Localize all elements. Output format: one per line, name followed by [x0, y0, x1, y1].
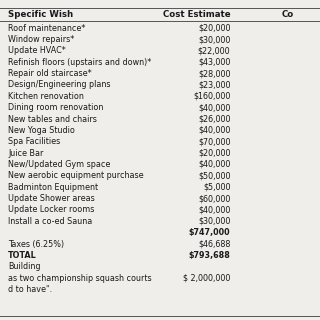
Text: New Yoga Studio: New Yoga Studio	[8, 126, 75, 135]
Text: Badminton Equipment: Badminton Equipment	[8, 183, 98, 192]
Text: Building: Building	[8, 262, 41, 271]
Text: d to have".: d to have".	[8, 285, 52, 294]
Text: Co: Co	[282, 10, 294, 19]
Text: Juice Bar: Juice Bar	[8, 148, 44, 158]
Text: $43,000: $43,000	[198, 58, 230, 67]
Text: $60,000: $60,000	[198, 194, 230, 203]
Text: Spa Facilities: Spa Facilities	[8, 137, 60, 146]
Text: $30,000: $30,000	[198, 217, 230, 226]
Text: $ 2,000,000: $ 2,000,000	[183, 274, 230, 283]
Text: Repair old staircase*: Repair old staircase*	[8, 69, 92, 78]
Text: Design/Engineering plans: Design/Engineering plans	[8, 80, 110, 90]
Text: $28,000: $28,000	[198, 69, 230, 78]
Text: Specific Wish: Specific Wish	[8, 10, 73, 19]
Text: $40,000: $40,000	[198, 160, 230, 169]
Text: New tables and chairs: New tables and chairs	[8, 115, 97, 124]
Text: as two championship squash courts: as two championship squash courts	[8, 274, 152, 283]
Text: Update Locker rooms: Update Locker rooms	[8, 205, 94, 214]
Text: TOTAL: TOTAL	[8, 251, 37, 260]
Text: $22,000: $22,000	[198, 46, 230, 55]
Text: Taxes (6.25%): Taxes (6.25%)	[8, 239, 64, 249]
Text: Refinish floors (upstairs and down)*: Refinish floors (upstairs and down)*	[8, 58, 151, 67]
Text: $40,000: $40,000	[198, 126, 230, 135]
Text: $40,000: $40,000	[198, 103, 230, 112]
Text: $70,000: $70,000	[198, 137, 230, 146]
Text: $793,688: $793,688	[188, 251, 230, 260]
Text: $20,000: $20,000	[198, 24, 230, 33]
Text: New/Updated Gym space: New/Updated Gym space	[8, 160, 110, 169]
Text: Update Shower areas: Update Shower areas	[8, 194, 95, 203]
Text: $46,688: $46,688	[198, 239, 230, 249]
Text: Window repairs*: Window repairs*	[8, 35, 74, 44]
Text: Roof maintenance*: Roof maintenance*	[8, 24, 85, 33]
Text: Update HVAC*: Update HVAC*	[8, 46, 66, 55]
Text: Kitchen renovation: Kitchen renovation	[8, 92, 84, 101]
Text: Install a co-ed Sauna: Install a co-ed Sauna	[8, 217, 92, 226]
Text: Dining room renovation: Dining room renovation	[8, 103, 103, 112]
Text: $26,000: $26,000	[198, 115, 230, 124]
Text: $50,000: $50,000	[198, 171, 230, 180]
Text: $5,000: $5,000	[203, 183, 230, 192]
Text: Cost Estimate: Cost Estimate	[163, 10, 230, 19]
Text: $747,000: $747,000	[189, 228, 230, 237]
Text: $160,000: $160,000	[193, 92, 230, 101]
Text: New aerobic equipment purchase: New aerobic equipment purchase	[8, 171, 144, 180]
Text: $23,000: $23,000	[198, 80, 230, 90]
Text: $30,000: $30,000	[198, 35, 230, 44]
Text: $20,000: $20,000	[198, 148, 230, 158]
Text: $40,000: $40,000	[198, 205, 230, 214]
